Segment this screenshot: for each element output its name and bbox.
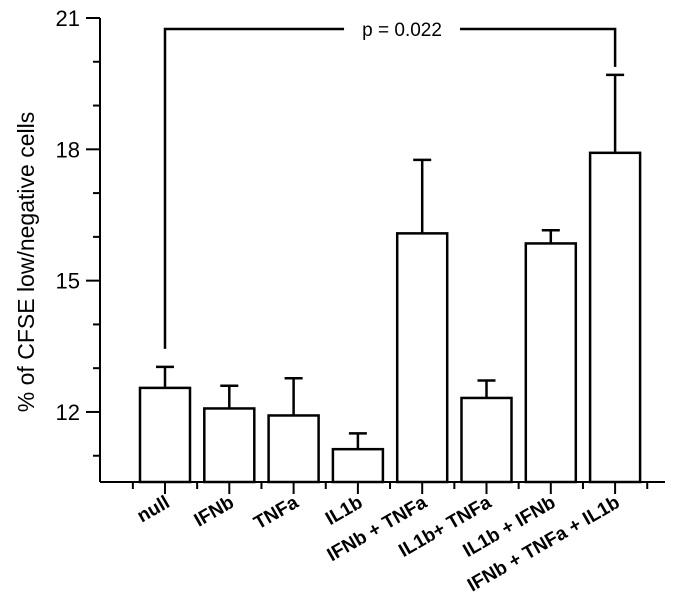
x-tick-label: TNFa bbox=[250, 492, 302, 534]
bar bbox=[524, 242, 578, 484]
bar bbox=[138, 386, 192, 484]
significance-bracket-right bbox=[460, 27, 617, 67]
bars-group bbox=[138, 73, 642, 484]
bar bbox=[203, 407, 256, 484]
significance-bracket-left bbox=[163, 27, 345, 349]
bar bbox=[460, 396, 513, 484]
x-tick-label: IFNb bbox=[191, 492, 238, 531]
x-tick-label: null bbox=[134, 492, 174, 527]
y-tick-label: 15 bbox=[56, 269, 80, 294]
bar bbox=[331, 447, 385, 484]
significance-bracket: p = 0.022 bbox=[163, 20, 617, 349]
y-axis-label: % of CFSE low/negative cells bbox=[13, 112, 39, 412]
bar bbox=[588, 151, 642, 484]
bar bbox=[395, 232, 449, 484]
y-tick-label: 12 bbox=[56, 400, 80, 425]
x-tick-label: IL1b bbox=[322, 492, 366, 530]
p-value-label: p = 0.022 bbox=[362, 20, 442, 41]
y-tick-label: 18 bbox=[56, 137, 80, 162]
bar bbox=[267, 414, 320, 484]
y-tick-label: 21 bbox=[56, 6, 80, 31]
